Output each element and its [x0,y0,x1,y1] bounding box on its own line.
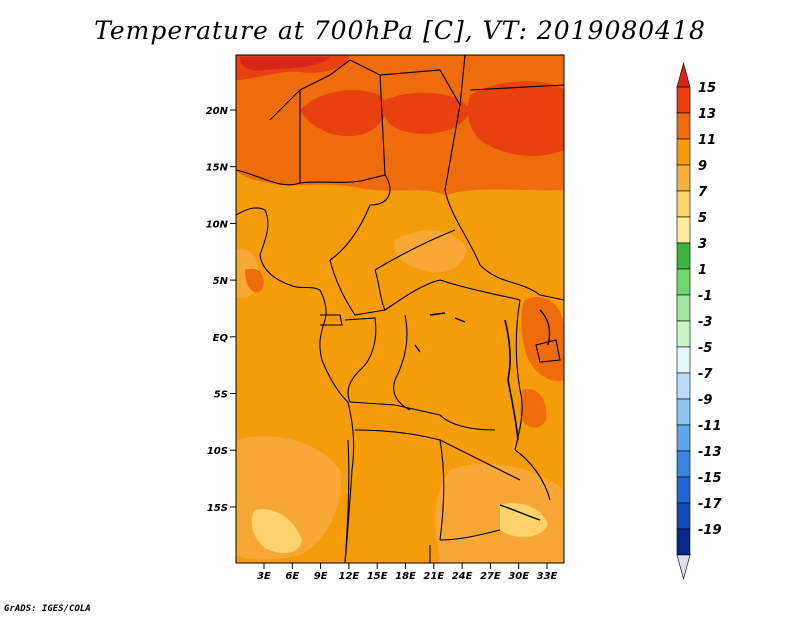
field-warm-east [521,296,564,381]
lat-tick-label: 15N [206,163,229,174]
colorbar-swatch [676,320,691,348]
lat-tick-label: 10N [206,219,229,230]
lat-tick-label: EQ [213,333,229,344]
colorbar-bottom-arrow [676,554,691,581]
colorbar-label: 3 [698,237,707,252]
colorbar-swatch [676,268,691,296]
colorbar-swatch [676,346,691,374]
field-hot-core-2 [300,90,387,137]
colorbar-label: -5 [698,341,712,356]
lon-tick-label: 12E [339,571,360,582]
colorbar-label: 13 [698,107,716,122]
coastline [235,207,551,564]
lat-tick-label: 5N [213,276,229,287]
lon-tick-label: 3E [257,571,271,582]
longitude-axis: 3E 6E 9E 12E 15E 18E 21E 24E 27E 30E 33E [257,563,558,582]
colorbar-label: -17 [698,497,722,512]
colorbar-label: 9 [698,159,707,174]
colorbar-swatch [676,190,691,218]
colorbar-label: -11 [698,419,722,434]
field-mild-southeast [435,463,564,563]
field-cool-southwest [251,509,302,553]
colorbar-label: -19 [698,523,722,538]
lat-tick-label: 20N [206,106,229,117]
field-cool-southeast [500,502,548,537]
colorbar-label: -7 [698,367,713,382]
colorbar-label: -3 [698,315,712,330]
lon-tick-label: 21E [423,571,444,582]
colorbar-swatch [676,398,691,426]
map-frame [235,54,565,564]
colorbar-label: -15 [698,471,722,486]
colorbar-swatch [676,164,691,192]
colorbar-swatch [676,112,691,140]
lon-tick-label: 6E [285,571,299,582]
lon-tick-label: 18E [395,571,416,582]
colorbar-label: -1 [698,289,712,304]
colorbar-label: 5 [698,211,707,226]
colorbar-label: 1 [698,263,707,278]
lon-tick-label: 30E [508,571,529,582]
colorbar-top-arrow [676,61,691,88]
colorbar-label: 15 [698,81,716,96]
colorbar-swatch [676,242,691,270]
colorbar-label: -9 [698,393,712,408]
colorbar-swatch [676,294,691,322]
field-mild-center [394,230,466,273]
field-hot-core-5 [240,57,330,71]
lon-tick-label: 24E [452,571,473,582]
lon-tick-label: 27E [480,571,501,582]
colorbar-label: 7 [698,185,708,200]
credit-text: GrADS: IGES/COLA [4,604,91,614]
colorbar-swatch [676,216,691,244]
chart-title: Temperature at 700hPa [C], VT: 201908041… [94,16,706,45]
lon-tick-label: 15E [367,571,388,582]
colorbar-swatch [676,86,691,114]
colorbar-label: 11 [698,133,716,148]
lat-tick-label: 5S [214,390,228,401]
colorbar-swatch [676,450,691,478]
colorbar: 15 13 11 9 7 5 3 1 -1 -3 -5 -7 -9 -11 -13 -15 -17 -19 [676,61,722,581]
field-hot-core-3 [383,92,470,134]
colorbar-swatch [676,476,691,504]
colorbar-label: -13 [698,445,722,460]
field-warm-east-2 [520,389,547,428]
lat-tick-label: 15S [207,503,228,514]
lon-tick-label: 33E [537,571,558,582]
colorbar-swatch [676,502,691,530]
field-warm-west [245,268,264,293]
colorbar-swatch [676,528,691,556]
latitude-axis: 20N 15N 10N 5N EQ 5S 10S 15S [206,106,236,514]
colorbar-swatch [676,138,691,166]
lat-tick-label: 10S [207,446,228,457]
map-panel [235,54,565,564]
colorbar-swatch [676,424,691,452]
field-hot-core-4 [467,81,564,156]
lon-tick-label: 9E [314,571,328,582]
country-borders [235,54,565,564]
colorbar-swatch [676,372,691,400]
